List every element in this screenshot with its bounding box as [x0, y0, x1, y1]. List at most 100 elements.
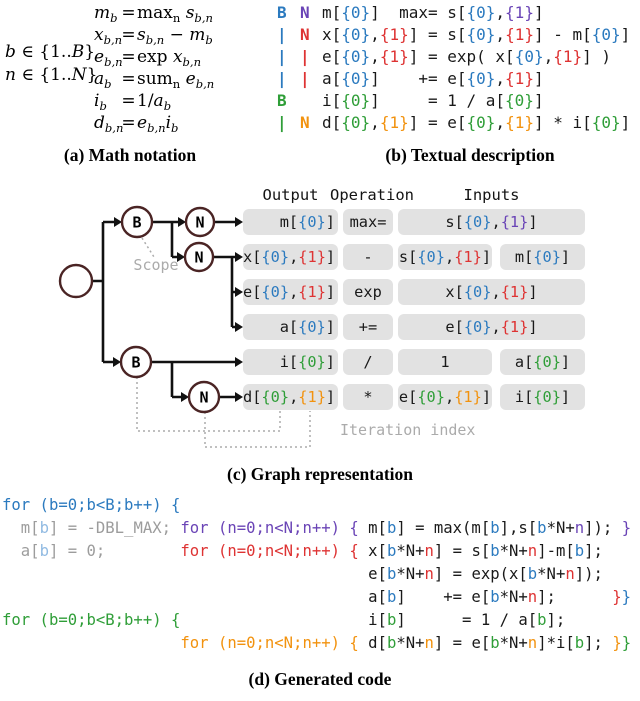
scope-node-label: N: [199, 389, 208, 407]
code-line: for (b=0;b<B;b++) { i[b] = 1 / a[b];: [2, 611, 566, 629]
scope-marker: |: [277, 69, 287, 88]
operation-box: exp: [343, 279, 393, 305]
input-box: s[{0},{1}]: [398, 209, 585, 235]
math-equations: mb =maxn sb,n xb,n=sb,n − mb eb,n=exp xb,n a…: [94, 2, 215, 135]
iteration-index-dotted-line-n: [204, 411, 311, 448]
scope-marker-row: | |: [277, 46, 317, 68]
scope-annotation: Scope: [133, 256, 179, 274]
equation-lhs: eb,n: [94, 47, 123, 69]
equation-rhs: eb,nib: [137, 113, 179, 135]
input-box: e[{0},{1}]: [398, 384, 492, 410]
graph-edge-lines: [92, 220, 236, 399]
input-box: s[{0},{1}]: [398, 244, 492, 270]
output-box: d[{0},{1}]: [243, 384, 338, 410]
scope-marker-row: | |: [277, 68, 317, 90]
equals-sign: =: [121, 113, 136, 133]
scope-node-label: N: [195, 214, 204, 232]
code-line: for (b=0;b<B;b++) {: [2, 496, 181, 514]
column-header-output: Output: [262, 186, 319, 204]
input-box: i[{0}]: [500, 384, 585, 410]
textual-statement: x[{0},{1}] = s[{0},{1}] - m[{0}]: [322, 25, 631, 44]
math-equation-row: db,n=eb,nib: [94, 112, 214, 135]
iteration-index-annotation: Iteration index: [340, 421, 476, 439]
equals-sign: =: [121, 91, 136, 111]
scope-marker: |: [300, 47, 310, 66]
code-line: e[b*N+n] = exp(x[b*N+n]);: [368, 565, 603, 583]
scope-marker-row: | N: [277, 112, 317, 134]
textual-statement: m[{0}] max= s[{0},{1}]: [322, 3, 544, 22]
code-line: m[b] = -DBL_MAX; for (n=0;n<N;n++) { m[b…: [2, 519, 632, 537]
operation-box: /: [343, 349, 393, 375]
scope-marker: N: [300, 113, 310, 132]
math-equation-row: mb =maxn sb,n: [94, 2, 214, 25]
equals-sign: =: [121, 25, 136, 45]
caption-textual-description: (b) Textual description: [385, 145, 555, 165]
scope-marker-row: | N: [277, 24, 317, 46]
equation-rhs: sb,n − mb: [137, 25, 213, 47]
column-header-operation: Operation: [330, 186, 414, 204]
output-box: a[{0}]: [243, 314, 338, 340]
output-box: e[{0},{1}]: [243, 279, 338, 305]
scope-node-b-green: [119, 345, 153, 379]
scope-marker-row: B: [277, 90, 317, 112]
math-equation-row: eb,n=exp xb,n: [94, 46, 214, 69]
root-node: [58, 263, 94, 299]
textual-statement: e[{0},{1}] = exp( x[{0},{1}] ): [322, 47, 612, 66]
equals-sign: =: [121, 47, 136, 67]
scope-node-label: B: [132, 214, 141, 232]
equation-lhs: xb,n: [94, 25, 123, 47]
scope-marker: |: [277, 113, 287, 132]
equation-lhs: ib: [94, 91, 107, 113]
equation-rhs: sumn eb,n: [137, 69, 215, 91]
equation-rhs: maxn sb,n: [137, 3, 213, 25]
scope-marker: B: [277, 3, 287, 22]
equation-lhs: mb: [94, 3, 118, 25]
scope-pointer-dotted-line: [141, 237, 155, 258]
column-header-inputs: Inputs: [463, 186, 520, 204]
scope-marker: B: [277, 91, 287, 110]
scope-marker: N: [300, 25, 310, 44]
math-index-conditions: b ∈ {1..B} n ∈ {1..N}: [5, 41, 98, 87]
operation-box: max=: [343, 209, 393, 235]
math-equation-row: ab =sumn eb,n: [94, 68, 215, 91]
textual-statement: i[{0}] = 1 / a[{0}]: [322, 91, 544, 110]
scope-node-label: N: [194, 249, 203, 267]
operation-box: +=: [343, 314, 393, 340]
input-box: a[{0}]: [500, 349, 585, 375]
math-equation-row: xb,n=sb,n − mb: [94, 24, 214, 47]
math-condition-line: b ∈ {1..B}: [5, 42, 96, 62]
math-equation-row: ib =1/ab: [94, 90, 214, 113]
equation-lhs: ab: [94, 69, 112, 91]
scope-node-label: B: [131, 354, 140, 372]
scope-node-b-blue: [120, 205, 154, 239]
scope-marker: |: [277, 47, 287, 66]
caption-math-notation: (a) Math notation: [63, 145, 197, 165]
output-box: m[{0}]: [243, 209, 338, 235]
equals-sign: =: [121, 3, 136, 23]
generated-code: for (b=0;b<B;b++) { m[b] = -DBL_MAX; for…: [2, 494, 631, 655]
textual-statement: a[{0}] += e[{0},{1}]: [322, 69, 544, 88]
equation-rhs: exp xb,n: [137, 47, 202, 69]
output-box: x[{0},{1}]: [243, 244, 338, 270]
operation-box: *: [343, 384, 393, 410]
scope-node-n-orange: [187, 380, 221, 414]
caption-generated-code: (d) Generated code: [248, 669, 392, 689]
caption-graph-representation: (c) Graph representation: [227, 464, 413, 484]
scope-marker: |: [277, 25, 287, 44]
iteration-index-dotted-line-b: [136, 377, 281, 432]
input-box: e[{0},{1}]: [398, 314, 585, 340]
equals-sign: =: [121, 69, 136, 89]
input-box: m[{0}]: [500, 244, 585, 270]
scope-node-n-purple: [184, 206, 216, 238]
math-condition-line: n ∈ {1..N}: [5, 65, 98, 85]
scope-marker: N: [300, 3, 310, 22]
equation-rhs: 1/ab: [137, 91, 172, 113]
textual-statement: d[{0},{1}] = e[{0},{1}] * i[{0}]: [322, 113, 631, 132]
code-line: for (n=0;n<N;n++) { d[b*N+n] = e[b*N+n]*…: [180, 634, 632, 652]
code-line: a[b] += e[b*N+n]; }}: [368, 588, 632, 606]
equation-lhs: db,n: [94, 113, 124, 135]
